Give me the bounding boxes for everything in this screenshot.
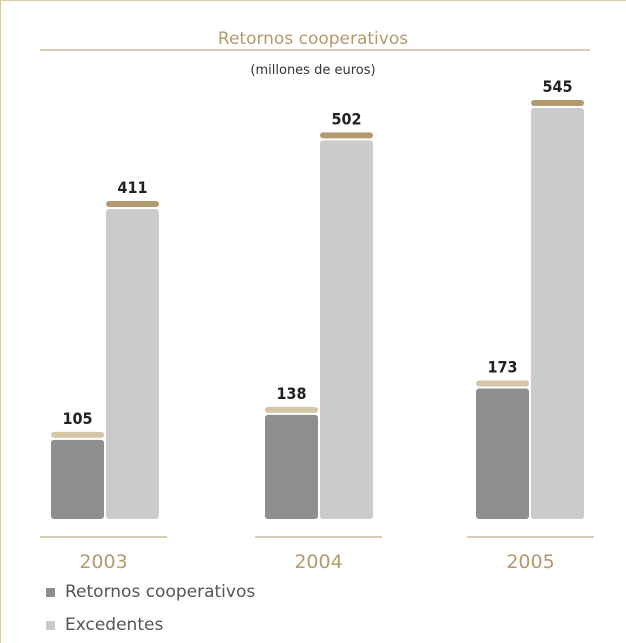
bar-cap-2005-retornos — [476, 380, 529, 387]
bar-2005-excedentes — [531, 108, 584, 519]
x-tick-label-2004: 2004 — [294, 551, 342, 573]
bar-2005-retornos — [476, 388, 529, 519]
value-label-2003-retornos: 105 — [62, 409, 92, 428]
value-label-2004-retornos: 138 — [276, 384, 306, 403]
legend-item-excedentes: Excedentes — [46, 615, 163, 635]
bar-2003-excedentes — [106, 209, 159, 519]
bar-cap-2003-excedentes — [106, 201, 159, 208]
x-tick-label-2005: 2005 — [506, 551, 554, 573]
bar-2003-retornos — [51, 439, 104, 519]
chart-subtitle: (millones de euros) — [250, 63, 375, 78]
bar-2004-excedentes — [320, 140, 373, 519]
bar-cap-2004-excedentes — [320, 132, 373, 139]
legend-label-retornos: Retornos cooperativos — [65, 582, 256, 602]
legend-label-excedentes: Excedentes — [65, 615, 164, 635]
value-label-2003-excedentes: 411 — [117, 178, 147, 197]
value-label-2004-excedentes: 502 — [331, 109, 361, 128]
legend-swatch-retornos — [46, 587, 55, 597]
chart-marks: 105 411 2003 138 502 2004 173 545 2005 — [40, 77, 594, 573]
bar-cap-2005-excedentes — [531, 100, 584, 106]
legend-swatch-excedentes — [46, 620, 55, 630]
chart-title: Retornos cooperativos — [218, 29, 408, 49]
value-label-2005-retornos: 173 — [487, 358, 517, 377]
bar-cap-2004-retornos — [265, 406, 318, 413]
bar-cap-2003-retornos — [51, 431, 104, 438]
bar-2004-retornos — [265, 414, 318, 519]
frame-left-border — [0, 0, 1, 643]
value-label-2005-excedentes: 545 — [542, 77, 572, 96]
legend-item-retornos: Retornos cooperativos — [46, 582, 255, 602]
frame-top-border — [0, 0, 626, 1]
x-tick-label-2003: 2003 — [79, 551, 127, 573]
